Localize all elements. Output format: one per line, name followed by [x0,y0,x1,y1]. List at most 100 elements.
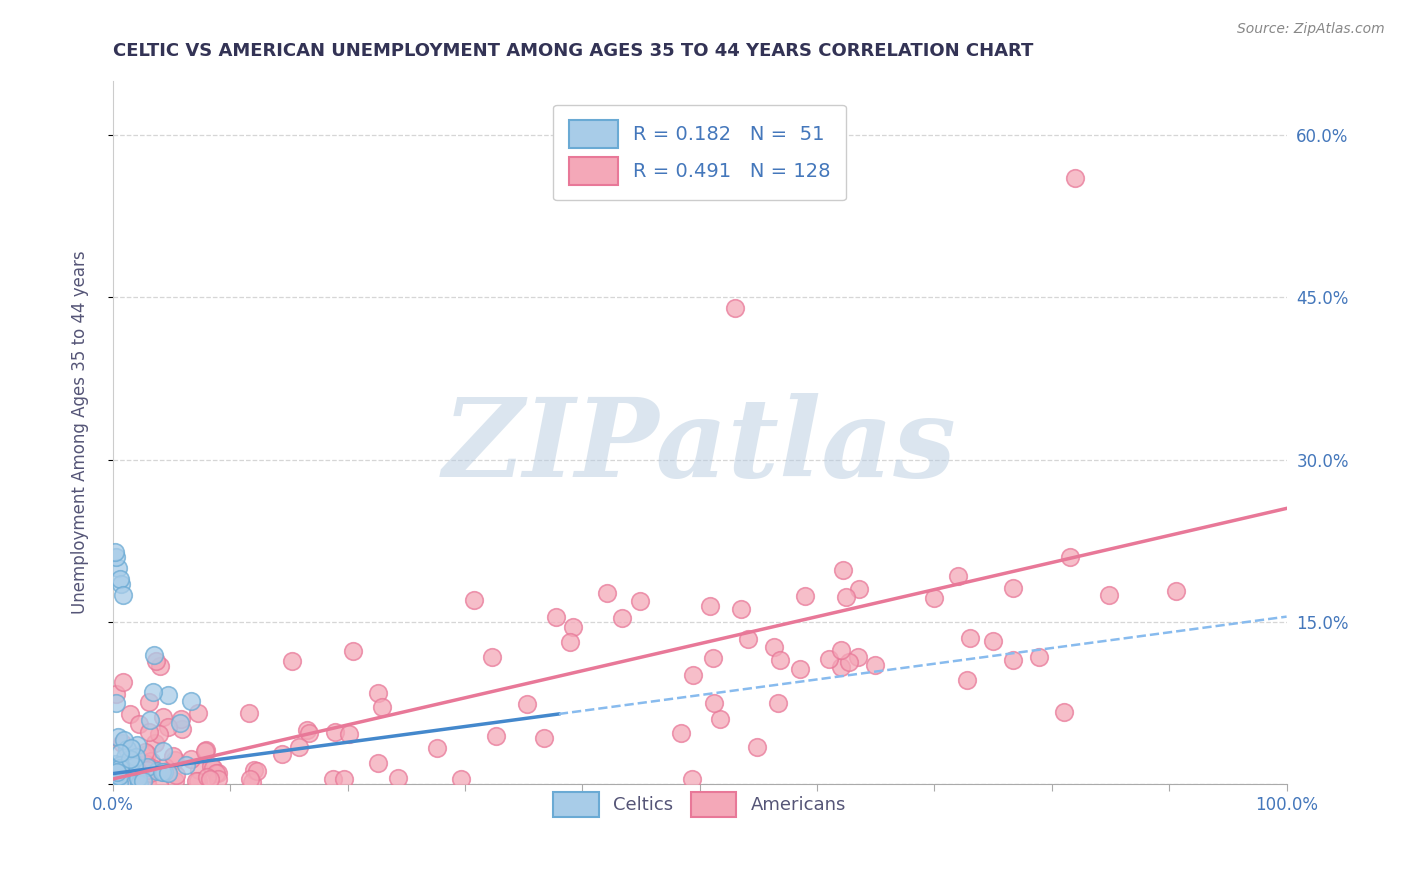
Point [201,761,224,775]
Point [132,773,155,788]
Point [112,588,135,602]
Point [243,763,266,777]
Point [105,550,128,565]
Point [128,717,150,731]
Point [835,591,858,605]
Point [108,746,131,760]
Point [139,765,162,780]
Point [103,776,125,790]
Point [187,706,209,720]
Legend: Celtics, Americans: Celtics, Americans [546,785,853,825]
Point [165,753,187,767]
Point [104,763,127,777]
Point [129,757,152,772]
Point [323,724,346,739]
Text: CELTIC VS AMERICAN UNEMPLOYMENT AMONG AGES 35 TO 44 YEARS CORRELATION CHART: CELTIC VS AMERICAN UNEMPLOYMENT AMONG AG… [112,42,1033,60]
Point [163,774,186,789]
Point [157,720,180,734]
Point [139,713,162,727]
Point [104,544,127,558]
Point [295,723,318,737]
Point [367,686,389,700]
Text: ZIPatlas: ZIPatlas [443,392,956,500]
Point [107,763,129,777]
Point [101,761,124,775]
Point [769,652,792,666]
Point [142,648,165,662]
Point [112,733,135,747]
Point [121,755,143,769]
Point [128,777,150,791]
Point [730,602,752,616]
Point [281,654,304,668]
Point [114,775,136,789]
Point [481,650,503,665]
Point [125,749,148,764]
Point [132,772,155,787]
Point [955,673,977,687]
Point [271,747,294,761]
Point [145,654,167,668]
Point [371,699,394,714]
Point [115,764,138,778]
Point [830,660,852,674]
Point [142,685,165,699]
Point [817,651,839,665]
Point [846,649,869,664]
Point [832,563,855,577]
Point [184,774,207,789]
Point [125,768,148,782]
Point [195,743,218,757]
Point [108,776,131,790]
Point [1053,705,1076,719]
Point [104,768,127,782]
Point [165,767,187,781]
Point [108,758,131,772]
Point [131,774,153,789]
Point [1097,588,1119,602]
Point [485,729,508,743]
Point [148,777,170,791]
Point [135,776,157,790]
Point [170,712,193,726]
Point [125,738,148,752]
Point [794,590,817,604]
Point [156,764,179,778]
Point [156,766,179,780]
Point [103,772,125,786]
Point [737,632,759,646]
Point [107,561,129,575]
Point [172,722,194,736]
Point [838,655,860,669]
Point [198,772,221,786]
Point [560,635,582,649]
Point [322,772,344,786]
Point [104,757,127,772]
Point [709,712,731,726]
Point [766,696,789,710]
Point [387,771,409,785]
Point [561,620,583,634]
Point [922,591,945,606]
Point [830,642,852,657]
Point [138,724,160,739]
Point [111,764,134,778]
Point [153,760,176,774]
Point [628,594,651,608]
Point [157,689,180,703]
Point [115,741,138,756]
Point [197,770,219,784]
Point [239,772,262,786]
Point [1002,582,1025,596]
Point [333,772,356,786]
Point [724,301,747,315]
Point [139,754,162,768]
Point [120,764,142,779]
Point [789,662,811,676]
Point [118,766,141,780]
Point [1059,549,1081,564]
Point [981,634,1004,648]
Point [136,763,159,777]
Point [610,611,633,625]
Point [762,640,785,655]
